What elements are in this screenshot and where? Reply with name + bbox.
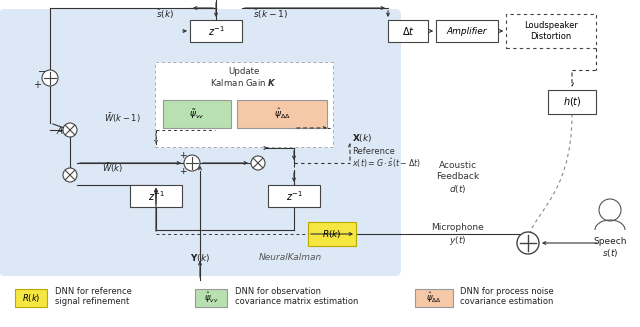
Text: Update: Update: [228, 67, 260, 77]
Bar: [237, 100, 327, 128]
Circle shape: [63, 123, 77, 137]
Text: Speech
$s(t)$: Speech $s(t)$: [593, 237, 627, 259]
Bar: [415, 289, 453, 307]
Text: $\bar{W}(k-1)$: $\bar{W}(k-1)$: [104, 111, 140, 125]
Text: $+$: $+$: [179, 150, 188, 160]
Circle shape: [517, 232, 539, 254]
Text: $\hat{s}(k)$: $\hat{s}(k)$: [156, 7, 174, 21]
Text: $\mathbf{X}(k)$: $\mathbf{X}(k)$: [352, 132, 372, 144]
Text: Microphone
$y(t)$: Microphone $y(t)$: [431, 223, 484, 247]
Text: $\hat{s}(k-1)$: $\hat{s}(k-1)$: [253, 7, 287, 21]
Circle shape: [251, 156, 265, 170]
Text: $+$: $+$: [33, 79, 42, 91]
Text: $\hat{\psi}_{\Delta\Delta}$: $\hat{\psi}_{\Delta\Delta}$: [274, 107, 291, 121]
Bar: [190, 20, 242, 42]
Text: $\Delta t$: $\Delta t$: [402, 25, 414, 37]
Text: NeuralKalman: NeuralKalman: [259, 253, 322, 263]
Bar: [388, 20, 428, 42]
Bar: [506, 14, 596, 48]
Bar: [268, 185, 320, 207]
Text: $+$: $+$: [179, 166, 188, 176]
Circle shape: [42, 70, 58, 86]
Text: $z^{-1}$: $z^{-1}$: [147, 189, 164, 203]
Bar: [130, 185, 182, 207]
Text: Reference: Reference: [352, 147, 395, 157]
Text: Kalman Gain $\boldsymbol{K}$: Kalman Gain $\boldsymbol{K}$: [211, 77, 278, 88]
Bar: [195, 289, 227, 307]
Bar: [15, 289, 47, 307]
Bar: [163, 100, 231, 128]
Text: Acoustic
Feedback
$d(t)$: Acoustic Feedback $d(t)$: [436, 162, 479, 195]
Text: $R(k)$: $R(k)$: [322, 228, 342, 240]
Text: Amplifier: Amplifier: [447, 26, 487, 36]
Bar: [308, 222, 356, 246]
Text: DNN for process noise: DNN for process noise: [460, 287, 554, 297]
Bar: [155, 62, 333, 147]
Text: covariance matrix estimation: covariance matrix estimation: [235, 298, 358, 306]
Text: $h(t)$: $h(t)$: [563, 95, 581, 109]
Text: $R(k)$: $R(k)$: [22, 292, 40, 304]
Text: DNN for observation: DNN for observation: [235, 287, 321, 297]
Text: $\mathbf{Y}(k)$: $\mathbf{Y}(k)$: [190, 252, 210, 264]
Text: DNN for reference: DNN for reference: [55, 287, 132, 297]
Text: $\bar{W}(k)$: $\bar{W}(k)$: [102, 161, 122, 175]
Text: $z^{-1}$: $z^{-1}$: [285, 189, 303, 203]
Text: signal refinement: signal refinement: [55, 298, 129, 306]
Text: covariance estimation: covariance estimation: [460, 298, 554, 306]
Text: $-$: $-$: [37, 65, 47, 75]
Text: $\hat{\psi}_{\Delta\Delta}$: $\hat{\psi}_{\Delta\Delta}$: [426, 291, 442, 305]
Bar: [548, 90, 596, 114]
Text: $\hat{\psi}_{vv}$: $\hat{\psi}_{vv}$: [204, 291, 218, 305]
Text: Loudspeaker
Distortion: Loudspeaker Distortion: [524, 21, 578, 41]
Text: $\tilde{\psi}_{vv}$: $\tilde{\psi}_{vv}$: [189, 107, 205, 121]
Text: $x(t) = G \cdot \hat{s}(t-\Delta t)$: $x(t) = G \cdot \hat{s}(t-\Delta t)$: [352, 156, 421, 170]
Text: $z^{-1}$: $z^{-1}$: [207, 24, 225, 38]
Circle shape: [184, 155, 200, 171]
Circle shape: [63, 168, 77, 182]
Bar: [436, 20, 498, 42]
Text: $A$: $A$: [56, 125, 64, 135]
FancyBboxPatch shape: [0, 9, 401, 276]
